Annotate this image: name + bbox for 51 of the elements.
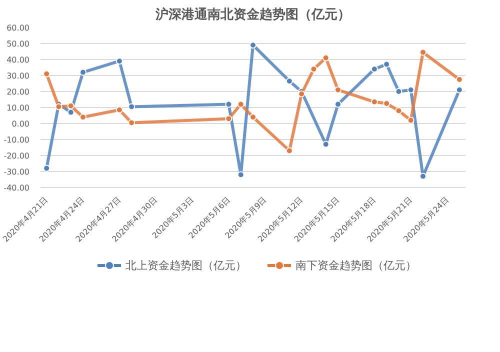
point: [395, 88, 402, 95]
point: [116, 58, 123, 65]
y-tick-label: 30.00: [6, 72, 30, 80]
point: [80, 68, 86, 76]
point: [383, 100, 390, 107]
point: [237, 100, 244, 108]
point: [43, 70, 50, 78]
point: [322, 54, 330, 62]
point: [370, 98, 378, 106]
point: [128, 119, 136, 126]
point: [407, 116, 414, 124]
y-tick-label: 20.00: [6, 88, 30, 96]
point: [80, 114, 86, 121]
y-tick-label: -20.00: [4, 152, 30, 160]
point: [298, 90, 306, 98]
point: [286, 147, 293, 154]
y-tick-label: 10.00: [6, 104, 30, 112]
chart-title: 沪深港通南北资金趋势图（亿元）: [154, 6, 350, 22]
y-tick-label: 40.00: [6, 56, 30, 64]
point: [286, 78, 293, 85]
point: [225, 115, 232, 122]
point: [334, 86, 342, 94]
point: [67, 108, 74, 116]
point: [55, 103, 62, 110]
y-tick-label: -10.00: [4, 136, 30, 144]
point: [128, 103, 136, 110]
point: [334, 100, 342, 108]
y-tick-label: 60.00: [6, 24, 30, 32]
point: [322, 140, 330, 148]
point: [420, 172, 426, 180]
point: [250, 42, 256, 49]
point: [225, 100, 232, 108]
point: [407, 86, 414, 94]
point: [420, 48, 426, 56]
point: [370, 66, 378, 73]
point: [67, 102, 74, 110]
point: [237, 171, 244, 178]
point: [456, 86, 463, 94]
point: [310, 66, 318, 73]
point: [116, 106, 123, 114]
legend-label: 南下资金趋势图（亿元）: [296, 258, 416, 272]
y-tick-label: 50.00: [6, 40, 30, 48]
point: [395, 107, 402, 114]
point: [456, 76, 463, 83]
point: [43, 164, 50, 172]
point: [383, 60, 390, 68]
y-tick-label: 0.00: [12, 120, 30, 128]
legend-label: 北上资金趋势图（亿元）: [126, 258, 246, 272]
y-tick-label: -30.00: [4, 168, 30, 176]
point: [250, 114, 256, 121]
y-tick-label: -40.00: [4, 184, 30, 192]
